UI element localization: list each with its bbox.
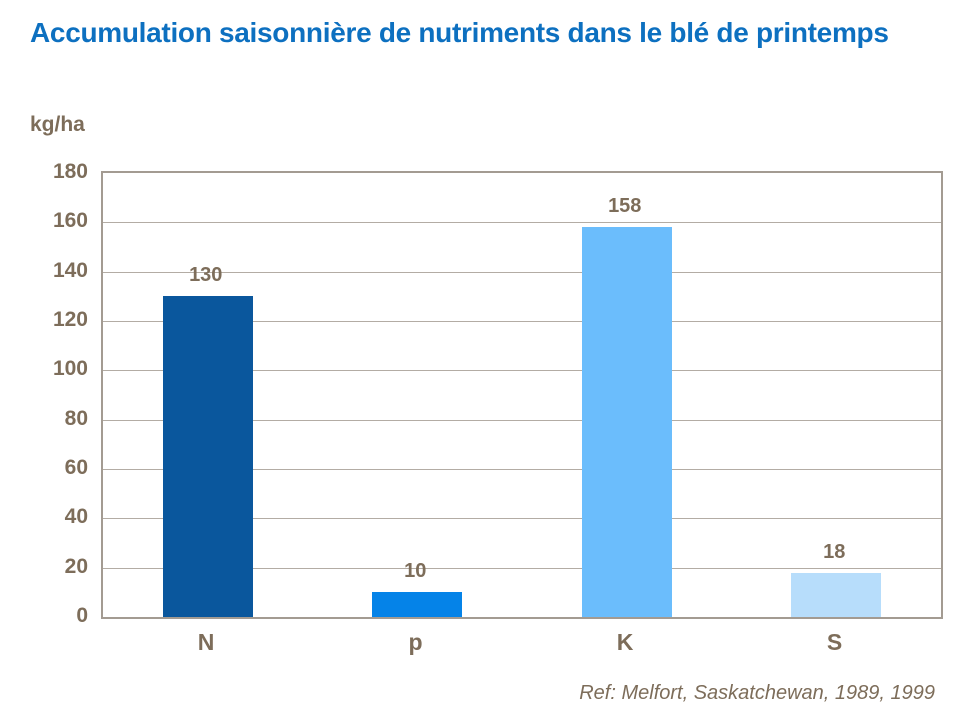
y-tick-100: 100 [52, 357, 88, 381]
y-tick-80: 80 [64, 406, 88, 430]
y-tick-180: 180 [52, 160, 88, 183]
bar-N [162, 296, 253, 617]
chart-title: Accumulation saisonnière de nutriments d… [30, 17, 889, 48]
gridline-120 [103, 321, 941, 322]
y-tick-40: 40 [64, 505, 88, 529]
gridline-20 [103, 567, 941, 569]
gridline-80 [103, 419, 941, 421]
reference-text: Ref: Melfort, Saskatchewan, 1989, 1999 [579, 682, 935, 704]
bar-K [581, 227, 672, 617]
plot-area [101, 171, 943, 619]
category-label-S: S [826, 629, 843, 655]
value-label-K: 158 [608, 195, 642, 218]
bar-p [372, 592, 463, 617]
y-tick-60: 60 [64, 456, 88, 479]
value-label-N: 130 [189, 264, 223, 287]
y-axis-unit-label: kg/ha [30, 113, 85, 136]
category-label-N: N [197, 629, 215, 655]
gridline-100 [103, 370, 941, 372]
category-label-p: p [408, 629, 423, 655]
y-tick-140: 140 [52, 258, 88, 282]
gridline-140 [103, 271, 941, 273]
y-tick-0: 0 [76, 604, 88, 627]
bar-S [791, 572, 882, 617]
value-label-S: 18 [823, 540, 846, 563]
y-tick-20: 20 [64, 554, 88, 578]
category-label-K: K [616, 629, 634, 655]
gridline-40 [103, 518, 941, 520]
gridline-160 [103, 222, 941, 224]
y-tick-120: 120 [52, 308, 88, 331]
gridline-60 [103, 469, 941, 470]
y-tick-160: 160 [52, 209, 88, 233]
value-label-p: 10 [404, 560, 427, 583]
